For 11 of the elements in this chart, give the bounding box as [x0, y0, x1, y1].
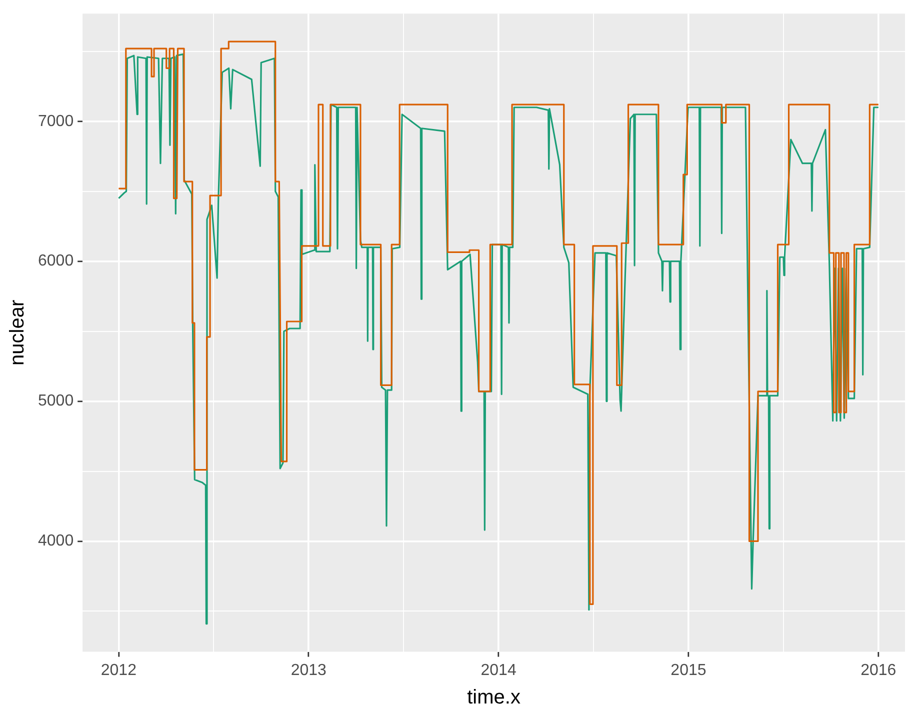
- x-tick-label: 2012: [100, 662, 137, 679]
- x-tick-label: 2014: [480, 662, 516, 679]
- x-tick-label: 2016: [860, 662, 896, 679]
- y-tick-label: 6000: [38, 252, 74, 270]
- x-axis-title: time.x: [467, 686, 520, 709]
- y-tick-label: 7000: [38, 112, 74, 130]
- y-tick-label: 4000: [38, 532, 74, 550]
- x-tick-label: 2013: [290, 662, 327, 679]
- y-axis-title: nuclear: [6, 300, 29, 366]
- x-tick-label: 2015: [670, 662, 706, 679]
- y-tick-label: 5000: [38, 392, 74, 410]
